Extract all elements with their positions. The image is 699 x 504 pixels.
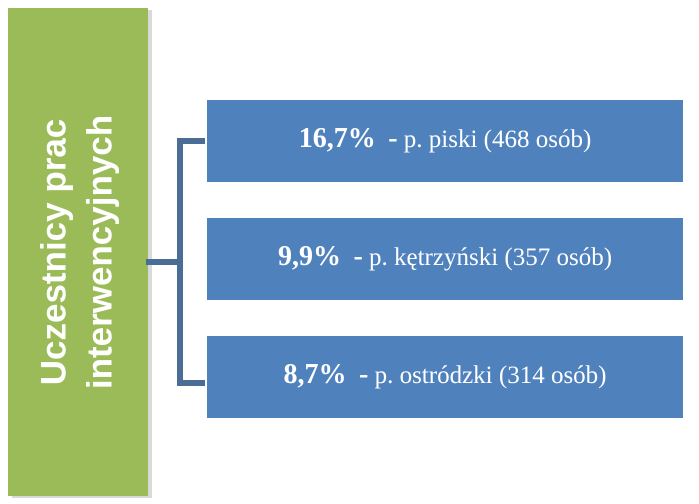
bracket-arm — [177, 138, 205, 386]
item-text: 9,9% - p. kętrzyński (357 osób) — [278, 241, 612, 272]
title-group: Uczestnicy prac interwencyjnych — [34, 115, 119, 389]
title-line: interwencyjnych — [80, 115, 119, 389]
item-label: p. kętrzyński (357 osób) — [369, 244, 612, 271]
item-separator: - — [353, 241, 362, 272]
title-line: Uczestnicy prac — [34, 119, 73, 386]
bracket — [146, 138, 205, 386]
item-percent: 9,9% — [278, 241, 341, 272]
item-label: p. ostródzki (314 osób) — [375, 362, 607, 389]
item-separator: - — [388, 123, 397, 154]
item-text: 16,7% - p. piski (468 osób) — [299, 123, 592, 154]
item-separator: - — [359, 359, 368, 390]
title-box — [8, 8, 148, 496]
item-percent: 8,7% — [284, 359, 347, 390]
item-label: p. piski (468 osób) — [404, 126, 592, 153]
item-box — [207, 100, 683, 182]
items: 16,7% - p. piski (468 osób) 9,9% - p. kęt… — [207, 100, 683, 418]
item-text: 8,7% - p. ostródzki (314 osób) — [284, 359, 607, 390]
item-box — [207, 336, 683, 418]
item-percent: 16,7% — [299, 123, 376, 154]
item-box — [207, 218, 683, 300]
